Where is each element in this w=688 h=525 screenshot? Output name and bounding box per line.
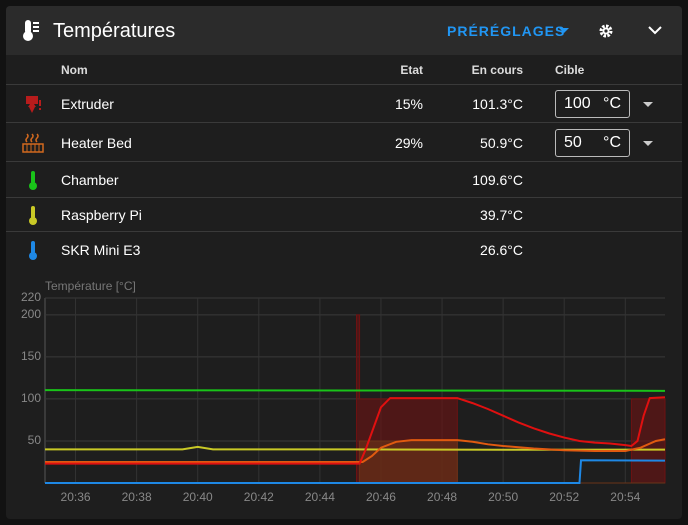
x-tick-label: 20:46 (366, 490, 396, 504)
y-tick-label: 150 (21, 349, 41, 363)
sensor-name: Chamber (61, 172, 119, 188)
x-tick-label: 20:50 (488, 490, 518, 504)
temperature-line (45, 445, 666, 451)
sensor-icon (22, 132, 44, 153)
x-tick-label: 20:36 (61, 490, 91, 504)
current-temp: 101.3°C (472, 96, 523, 112)
y-tick-label: 200 (21, 307, 41, 321)
current-temp: 39.7°C (480, 207, 523, 223)
x-tick-label: 20:54 (610, 490, 640, 504)
target-value[interactable]: 100 (564, 95, 591, 112)
sensor-icon (26, 96, 41, 113)
sensor-name: SKR Mini E3 (61, 241, 141, 258)
target-input[interactable]: 100 °C (555, 90, 630, 118)
sensor-name: Extruder (61, 96, 114, 112)
target-unit[interactable]: °C (603, 95, 621, 112)
temperature-line (45, 396, 666, 465)
y-tick-label: 50 (28, 433, 42, 447)
state: 15% (394, 96, 423, 112)
settings-button[interactable] (598, 23, 614, 39)
presets-caret[interactable] (558, 27, 570, 35)
card: Températures PRÉRÉGLAGES Nom Etat En cours… (6, 6, 682, 519)
current-temp: 109.6°C (472, 172, 523, 188)
target-unit[interactable]: °C (603, 133, 621, 151)
temperature-line (45, 438, 666, 463)
table-row: Heater Bed 29% 50.9°C 50 °C (6, 122, 682, 162)
collapse-button[interactable] (648, 25, 662, 35)
sensor-name: Heater Bed (61, 134, 132, 151)
y-tick-label: 100 (21, 391, 41, 405)
x-tick-label: 20:44 (305, 490, 335, 504)
x-tick-label: 20:40 (183, 490, 213, 504)
thermometer-icon (23, 20, 39, 41)
sensor-icon (29, 206, 37, 225)
current-temp: 26.6°C (480, 241, 523, 258)
table-row: Chamber 109.6°C (6, 161, 682, 198)
target-value[interactable]: 50 (564, 133, 582, 151)
x-tick-label: 20:38 (122, 490, 152, 504)
current-temp: 50.9°C (480, 134, 523, 151)
target-input[interactable]: 50 °C (555, 128, 630, 157)
state: 29% (394, 134, 423, 151)
sensor-icon (29, 171, 37, 190)
temperature-line (44, 389, 666, 392)
x-tick-label: 20:42 (244, 490, 274, 504)
sensor-name: Raspberry Pi (61, 207, 142, 223)
table-row: Extruder 15% 101.3°C 100 °C (6, 84, 682, 123)
column-header: Etat (400, 63, 423, 77)
header: Températures PRÉRÉGLAGES (6, 6, 682, 55)
column-header: En cours (471, 63, 523, 77)
target-dropdown[interactable] (642, 140, 654, 148)
x-tick-label: 20:48 (427, 490, 457, 504)
x-tick-label: 20:52 (549, 490, 579, 504)
column-header: Cible (555, 63, 585, 77)
chart: Température [°C] 50 100 150 200 220 20:36 20:3… (21, 279, 666, 504)
title: Températures (53, 20, 176, 42)
table-row: Raspberry Pi 39.7°C (6, 197, 682, 232)
sensor-icon (29, 240, 37, 260)
target-dropdown[interactable] (642, 101, 654, 109)
table-header: Nom Etat En cours Cible (6, 55, 682, 84)
column-header: Nom (61, 63, 88, 77)
table-row: SKR Mini E3 26.6°C (6, 231, 682, 267)
temperature-line (45, 459, 666, 484)
y-tick-label: 220 (21, 290, 41, 304)
y-axis-title: Température [°C] (45, 279, 136, 293)
presets-button[interactable]: PRÉRÉGLAGES (447, 23, 566, 39)
